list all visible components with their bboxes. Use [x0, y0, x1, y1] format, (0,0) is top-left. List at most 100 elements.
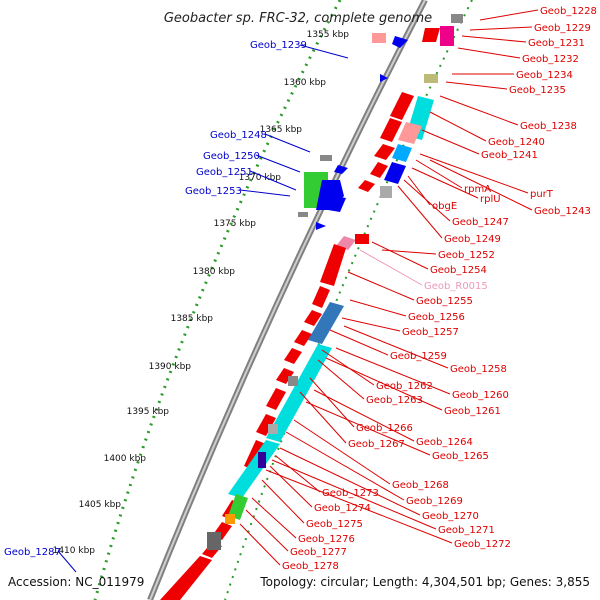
gene-feature: [266, 388, 286, 410]
gene-label-right: Geob_1270: [422, 511, 479, 522]
right-leader-line: [371, 241, 429, 270]
right-leader-line: [429, 159, 533, 211]
right-leader-line: [305, 401, 431, 456]
gene-label-right: Geob_1268: [392, 480, 449, 491]
gene-label-right: Geob_1256: [408, 312, 465, 323]
right-leader-line: [457, 47, 521, 59]
gene-feature: [370, 162, 388, 178]
right-leader-line: [265, 469, 453, 544]
right-leader-line: [421, 129, 480, 155]
gene-feature: [276, 368, 294, 384]
right-leader-line: [415, 159, 463, 189]
gene-feature: [288, 376, 298, 386]
right-leader-line: [271, 459, 437, 530]
gene-feature: [256, 414, 276, 436]
gene-label-right: Geob_1274: [314, 503, 371, 514]
scale-label: 1405 kbp: [79, 500, 122, 510]
gene-feature: [334, 165, 348, 174]
gene-feature: [380, 118, 402, 142]
gene-feature: [320, 244, 346, 286]
gene-feature: [228, 440, 280, 498]
gene-label-right: Geob_1240: [488, 137, 545, 148]
right-leader-line: [269, 465, 313, 508]
gene-label-right: Geob_1257: [402, 327, 459, 338]
right-leader-line: [479, 9, 539, 21]
right-leader-line: [239, 523, 281, 566]
gene-label-right: Geob_1267: [348, 439, 405, 450]
gene-label-right: Geob_1272: [454, 539, 511, 550]
scale-track: [93, 0, 342, 600]
right-leader-line: [341, 317, 401, 332]
gene-feature: [320, 155, 332, 161]
left-gene-labels: Geob_1239 Geob_1248 Geob_1250 Geob_1251 Geob…: [4, 40, 307, 558]
gene-label-right: Geob_1263: [366, 395, 423, 406]
gene-feature: [284, 348, 302, 364]
gene-feature: [312, 286, 330, 308]
gene-feature: [228, 494, 248, 520]
gene-feature: [355, 234, 369, 244]
gene-feature: [298, 212, 308, 217]
gene-label-right: Geob_R0015: [424, 281, 488, 292]
genome-backbone: [147, 0, 428, 600]
gene-label-right: Geob_1228: [540, 6, 597, 17]
map-title: Geobacter sp. FRC-32, complete genome: [164, 11, 432, 26]
right-leader-line: [325, 357, 443, 411]
right-leader-line: [313, 389, 415, 442]
scale-label: 1385 kbp: [171, 314, 214, 324]
gene-label-right: rplU: [480, 194, 501, 205]
right-leader-line: [293, 419, 391, 485]
gene-label-left: Geob_1248: [210, 130, 267, 141]
gene-label-right: Geob_1241: [481, 150, 538, 161]
gene-label-right: Geob_1278: [282, 561, 339, 572]
gene-label-right: Geob_1260: [452, 390, 509, 401]
gene-label-right: Geob_1249: [444, 234, 501, 245]
right-leader-line: [329, 329, 389, 356]
gene-label-left: Geob_1253: [185, 186, 242, 197]
gene-label-right: Geob_1271: [438, 525, 495, 536]
scale-label: 1370 kbp: [239, 173, 282, 183]
scale-label: 1360 kbp: [284, 78, 327, 88]
gene-label-right: Geob_1243: [534, 206, 591, 217]
leader-lines: [57, 9, 539, 573]
right-leader-line: [439, 95, 519, 126]
right-leader-line: [397, 185, 443, 239]
left-leader-line: [249, 170, 297, 191]
gene-feature: [160, 556, 212, 600]
gene-label-right: Geob_1234: [516, 70, 573, 81]
scale-label: 1390 kbp: [149, 362, 192, 372]
gene-feature: [384, 162, 406, 184]
left-leader-line: [255, 154, 301, 173]
gene-feature: [207, 532, 221, 550]
gene-feature: [328, 196, 346, 212]
gene-label-right: Geob_1252: [438, 250, 495, 261]
gene-feature: [424, 74, 438, 83]
gene-label-right: Geob_1258: [450, 364, 507, 375]
right-leader-line: [279, 447, 421, 516]
scale-label: 1395 kbp: [127, 407, 170, 417]
gene-label-right: Geob_1254: [430, 265, 487, 276]
gene-label-right: Geob_1247: [452, 217, 509, 228]
gene-label-left: Geob_1287: [4, 547, 61, 558]
gene-feature: [316, 222, 326, 230]
right-leader-line: [349, 299, 407, 317]
right-leader-line: [461, 35, 527, 43]
gene-label-right: rpmA: [464, 184, 491, 195]
right-leader-line: [469, 26, 533, 31]
gene-features: [160, 14, 463, 600]
gene-feature: [380, 74, 388, 82]
right-leader-line: [275, 455, 321, 493]
gene-feature: [304, 310, 322, 326]
gene-label-right: Geob_1265: [432, 451, 489, 462]
gene-label-right: Geob_1259: [390, 351, 447, 362]
right-leader-line: [343, 325, 449, 369]
scale-label: 1375 kbp: [214, 219, 257, 229]
gene-label-right: Geob_1238: [520, 121, 577, 132]
gene-label-right: Geob_1276: [298, 534, 355, 545]
gene-label-right: Geob_1231: [528, 38, 585, 49]
gene-feature: [398, 122, 422, 144]
right-leader-line: [419, 153, 529, 194]
gene-feature: [244, 440, 266, 470]
gene-feature: [358, 180, 375, 192]
gene-label-left: Geob_1251: [196, 167, 253, 178]
